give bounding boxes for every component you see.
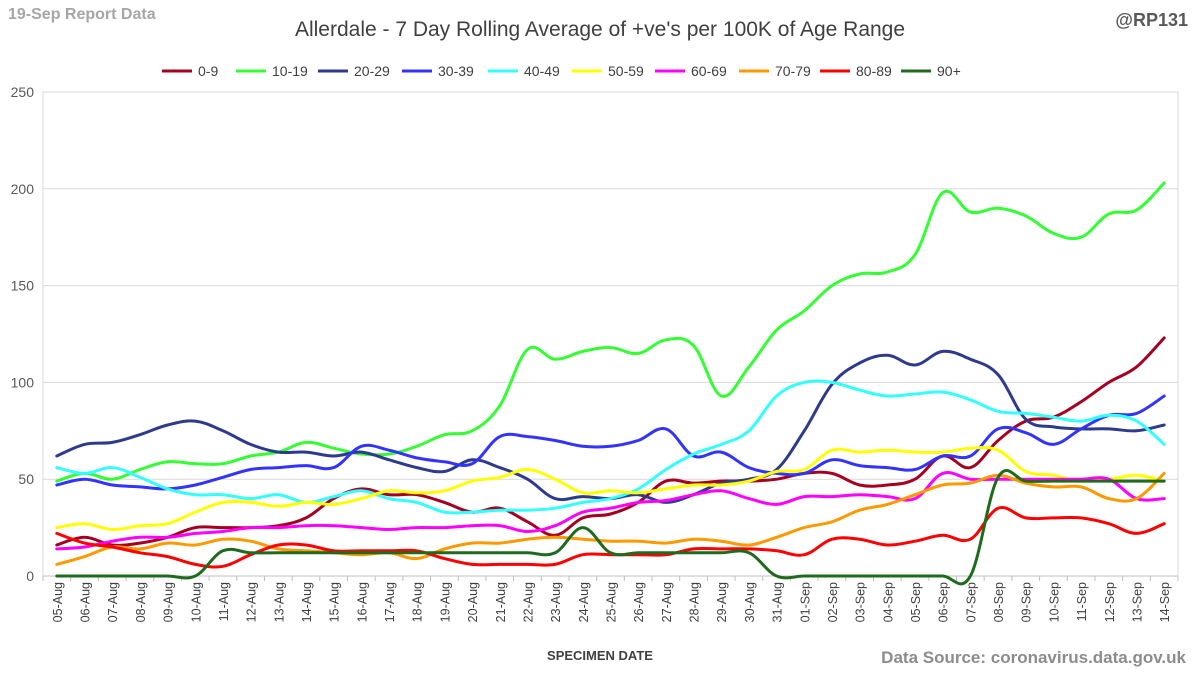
- x-tick-label: 18-Aug: [411, 582, 425, 622]
- x-tick-label: 10-Aug: [189, 582, 203, 622]
- legend-label: 70-79: [775, 63, 811, 79]
- plot-area: [42, 91, 1179, 577]
- y-tick-label: 100: [11, 374, 35, 390]
- x-tick-label: 12-Aug: [245, 582, 259, 622]
- x-tick-label: 07-Sep: [964, 582, 978, 622]
- y-tick-label: 200: [11, 181, 35, 197]
- x-tick-label: 09-Sep: [1020, 582, 1034, 622]
- x-tick-label: 13-Sep: [1130, 582, 1144, 622]
- y-tick-label: 50: [18, 471, 34, 487]
- x-tick-label: 08-Sep: [992, 582, 1006, 622]
- x-tick-label: 14-Aug: [300, 582, 314, 622]
- x-tick-label: 04-Sep: [881, 582, 895, 622]
- x-tick-label: 02-Sep: [826, 582, 840, 622]
- x-axis-label: SPECIMEN DATE: [547, 648, 653, 663]
- x-tick-label: 08-Aug: [134, 582, 148, 622]
- author-handle: @RP131: [1115, 10, 1188, 30]
- x-tick-label: 29-Aug: [715, 582, 729, 622]
- legend-label: 20-29: [354, 63, 390, 79]
- x-tick-label: 15-Aug: [328, 582, 342, 622]
- series-line-0-9: [55, 336, 1166, 547]
- x-tick-label: 10-Sep: [1047, 582, 1061, 622]
- series-line-80-89: [55, 505, 1166, 569]
- x-tick-label: 21-Aug: [494, 582, 508, 622]
- series-line-60-69: [55, 471, 1166, 551]
- legend-label: 80-89: [856, 63, 892, 79]
- series-line-40-49: [55, 379, 1166, 515]
- x-tick-label: 16-Aug: [355, 582, 369, 622]
- legend-label: 30-39: [438, 63, 474, 79]
- y-tick-label: 250: [11, 84, 35, 100]
- series-line-70-79: [55, 471, 1166, 566]
- x-tick-label: 05-Sep: [909, 582, 923, 622]
- legend-label: 50-59: [608, 63, 644, 79]
- chart-title: Allerdale - 7 Day Rolling Average of +ve…: [294, 18, 906, 41]
- x-tick-label: 07-Aug: [106, 582, 120, 622]
- x-tick-label: 14-Sep: [1158, 582, 1172, 622]
- legend-label: 40-49: [524, 63, 560, 79]
- x-tick-label: 22-Aug: [521, 582, 535, 622]
- series-line-50-59: [55, 446, 1166, 532]
- x-tick-label: 17-Aug: [383, 582, 397, 622]
- x-tick-label: 09-Aug: [162, 582, 176, 622]
- legend-label: 60-69: [691, 63, 727, 79]
- x-tick-label: 03-Sep: [854, 582, 868, 622]
- x-tick-label: 01-Sep: [798, 582, 812, 622]
- series-line-90+: [55, 469, 1166, 586]
- x-tick-label: 31-Aug: [771, 582, 785, 622]
- x-tick-label: 24-Aug: [577, 582, 591, 622]
- x-tick-label: 27-Aug: [660, 582, 674, 622]
- x-tick-label: 06-Aug: [79, 582, 93, 622]
- report-date-label: 19-Sep Report Data: [8, 6, 156, 23]
- legend-label: 90+: [937, 63, 961, 79]
- x-tick-label: 05-Aug: [51, 582, 65, 622]
- x-tick-label: 06-Sep: [937, 582, 951, 622]
- x-tick-label: 23-Aug: [549, 582, 563, 622]
- y-tick-label: 0: [26, 568, 34, 584]
- data-source: Data Source: coronavirus.data.gov.uk: [881, 648, 1186, 667]
- x-tick-label: 30-Aug: [743, 582, 757, 622]
- legend-label: 10-19: [272, 63, 308, 79]
- y-tick-label: 150: [11, 278, 35, 294]
- x-tick-label: 11-Sep: [1075, 582, 1089, 621]
- x-tick-label: 13-Aug: [272, 582, 286, 622]
- x-tick-label: 20-Aug: [466, 582, 480, 622]
- legend-label: 0-9: [198, 63, 218, 79]
- x-tick-label: 11-Aug: [217, 582, 231, 621]
- x-tick-label: 25-Aug: [605, 582, 619, 622]
- series-line-10-19: [55, 181, 1166, 483]
- x-tick-label: 19-Aug: [438, 582, 452, 622]
- x-tick-label: 26-Aug: [632, 582, 646, 622]
- x-tick-label: 28-Aug: [688, 582, 702, 622]
- x-tick-label: 12-Sep: [1103, 582, 1117, 622]
